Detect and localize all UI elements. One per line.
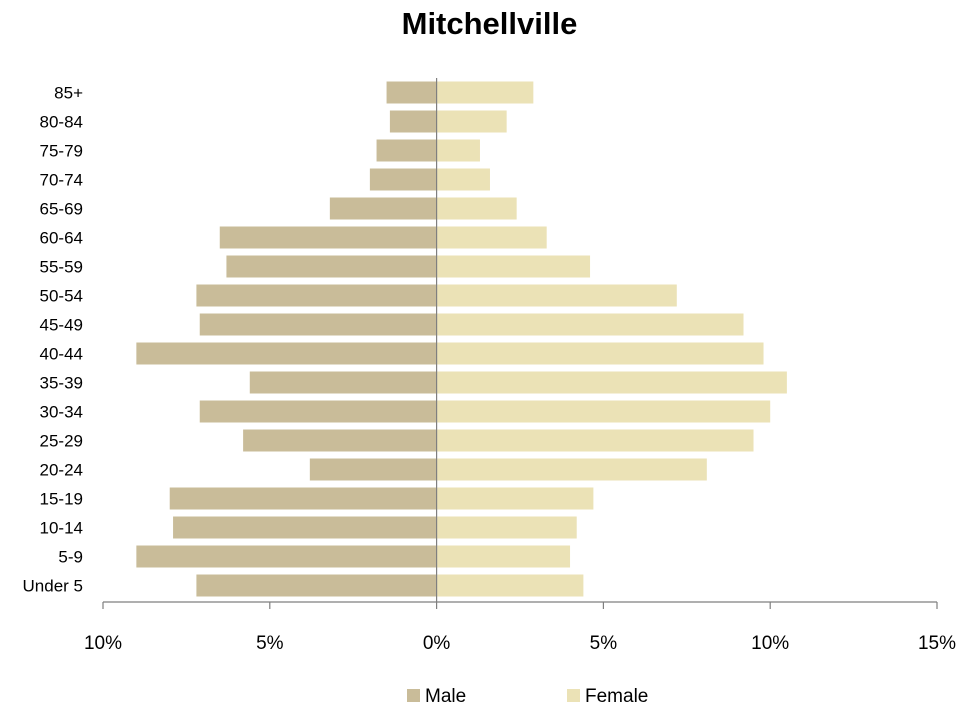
legend-label-male: Male	[425, 686, 466, 707]
bar-female-under-5	[436, 574, 584, 597]
bar-male-50-54	[196, 284, 437, 307]
bar-female-30-34	[436, 400, 771, 423]
bar-male-10-14	[173, 516, 437, 539]
y-tick-label: 70-74	[40, 171, 83, 190]
y-tick-label: 20-24	[40, 461, 83, 480]
x-tick-label: 10%	[84, 633, 122, 654]
axes-layer	[102, 78, 938, 609]
bar-female-10-14	[436, 516, 577, 539]
bar-male-70-74	[369, 168, 437, 191]
bar-female-5-9	[436, 545, 571, 568]
bar-male-45-49	[199, 313, 437, 336]
bar-female-35-39	[436, 371, 787, 394]
bar-male-65-69	[329, 197, 437, 220]
bar-male-80-84	[389, 110, 437, 133]
y-tick-label: 65-69	[40, 200, 83, 219]
bar-male-35-39	[249, 371, 437, 394]
legend-swatch-male	[407, 689, 420, 702]
y-tick-label: 75-79	[40, 142, 83, 161]
chart-title: Mitchellville	[401, 6, 578, 41]
y-tick-label: 5-9	[58, 548, 83, 567]
x-tick-label: 15%	[918, 633, 956, 654]
y-tick-label: 50-54	[40, 287, 83, 306]
bar-female-25-29	[436, 429, 754, 452]
bar-female-40-44	[436, 342, 764, 365]
bar-female-80-84	[436, 110, 507, 133]
x-axis-labels: 10% 5% 0% 5% 10% 15%	[84, 633, 956, 654]
y-tick-label: 35-39	[40, 374, 83, 393]
legend-label-female: Female	[585, 686, 648, 707]
y-tick-label: Under 5	[23, 577, 83, 596]
x-tick-label: 10%	[751, 633, 789, 654]
y-tick-label: 60-64	[40, 229, 83, 248]
legend-swatch-female	[567, 689, 580, 702]
bar-female-50-54	[436, 284, 677, 307]
bar-female-75-79	[436, 139, 480, 162]
y-tick-label: 10-14	[40, 519, 83, 538]
bar-male-5-9	[136, 545, 437, 568]
bars-layer	[136, 81, 787, 597]
bar-male-25-29	[243, 429, 437, 452]
bar-male-15-19	[169, 487, 437, 510]
bar-female-70-74	[436, 168, 490, 191]
y-axis-labels: Under 5 5-9 10-14 15-19 20-24 25-29 30-34 35-39…	[23, 84, 84, 596]
bar-female-55-59	[436, 255, 591, 278]
bar-female-20-24	[436, 458, 707, 481]
bar-male-under-5	[196, 574, 437, 597]
bar-female-65-69	[436, 197, 517, 220]
y-tick-label: 85+	[54, 84, 83, 103]
bar-male-40-44	[136, 342, 437, 365]
bar-female-15-19	[436, 487, 594, 510]
bar-male-60-64	[219, 226, 437, 249]
y-tick-label: 40-44	[40, 345, 83, 364]
bar-male-30-34	[199, 400, 437, 423]
legend: Male Female	[407, 686, 648, 707]
y-tick-label: 25-29	[40, 432, 83, 451]
x-tick-label: 0%	[423, 633, 451, 654]
y-tick-label: 80-84	[40, 113, 83, 132]
bar-male-20-24	[309, 458, 437, 481]
y-tick-label: 30-34	[40, 403, 83, 422]
y-tick-label: 15-19	[40, 490, 83, 509]
bar-female-60-64	[436, 226, 547, 249]
x-tick-label: 5%	[256, 633, 284, 654]
bar-male-55-59	[226, 255, 437, 278]
bar-female-85+	[436, 81, 534, 104]
y-tick-label: 55-59	[40, 258, 83, 277]
bar-female-45-49	[436, 313, 744, 336]
x-tick-label: 5%	[590, 633, 618, 654]
bar-male-85+	[386, 81, 437, 104]
y-tick-label: 45-49	[40, 316, 83, 335]
bar-male-75-79	[376, 139, 437, 162]
